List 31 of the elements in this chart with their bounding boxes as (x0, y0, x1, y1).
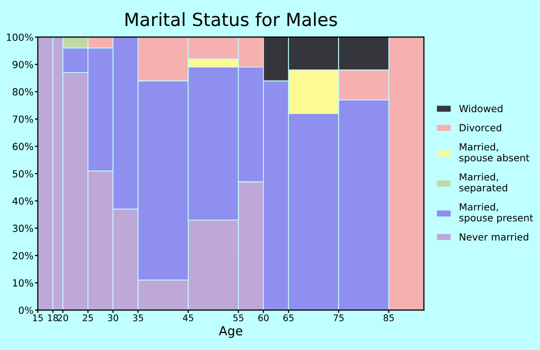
x-tick-label: 35 (133, 314, 144, 322)
x-axis-title: Age (218, 326, 242, 338)
legend-label: Never married (460, 233, 528, 241)
legend-label: Widowed (459, 104, 502, 112)
x-tick-label: 60 (258, 314, 269, 322)
legend-label: Divorced (460, 124, 502, 132)
x-tick-label: 30 (108, 314, 118, 322)
x-tick-label: 85 (384, 314, 394, 322)
y-tick-label: 90% (12, 60, 34, 68)
y-tick-label: 100% (6, 34, 34, 41)
x-tick-label: 18 (48, 314, 58, 322)
x-tick-label: 75 (334, 314, 344, 322)
x-tick-label: 45 (182, 314, 194, 322)
x-tick-label: 55 (233, 314, 244, 322)
x-tick-label: 25 (82, 314, 93, 322)
y-tick-label: 20% (12, 252, 34, 260)
x-tick-label: 65 (283, 314, 294, 322)
legend-label: Married, spouse absent (459, 143, 530, 164)
y-tick-label: 80% (12, 88, 34, 96)
y-tick-label: 0% (18, 306, 34, 314)
x-tick-label: 20 (58, 314, 68, 322)
y-tick-label: 70% (12, 115, 34, 123)
legend-label: Married, spouse present (459, 203, 534, 224)
y-tick-label: 40% (12, 197, 34, 205)
y-tick-label: 50% (12, 170, 34, 178)
y-tick-label: 60% (12, 142, 34, 150)
y-tick-label: 10% (13, 279, 34, 287)
chart-title: Marital Status for Males (126, 12, 337, 26)
legend-label: Married, separated (459, 173, 508, 194)
y-tick-label: 30% (12, 224, 34, 232)
x-tick-label: 15 (33, 314, 43, 322)
